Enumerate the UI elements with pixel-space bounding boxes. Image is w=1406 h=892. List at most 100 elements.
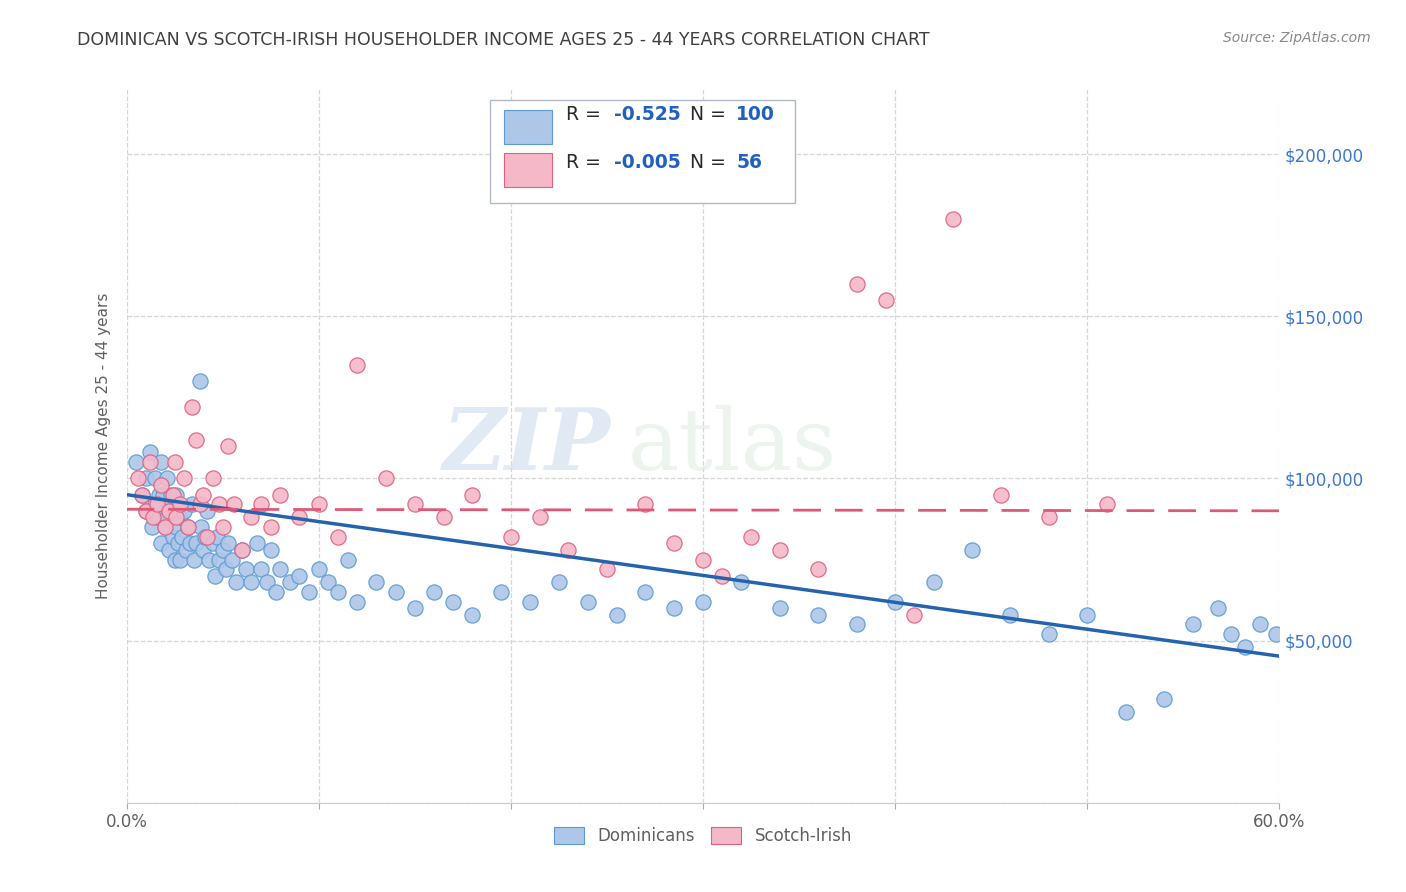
Point — [519, 595, 541, 609]
Point — [960, 542, 983, 557]
Point — [1000, 607, 1022, 622]
Point — [807, 607, 830, 622]
Point — [606, 607, 628, 622]
Point — [288, 510, 311, 524]
Point — [217, 439, 239, 453]
Point — [441, 595, 464, 609]
Point — [922, 575, 945, 590]
Point — [557, 542, 579, 557]
Point — [576, 595, 599, 609]
Point — [221, 552, 243, 566]
Point — [548, 575, 571, 590]
Point — [374, 471, 398, 485]
Text: -0.525: -0.525 — [614, 104, 681, 124]
FancyBboxPatch shape — [503, 110, 553, 145]
Point — [308, 562, 330, 576]
Point — [146, 497, 169, 511]
Point — [366, 575, 388, 590]
Point — [692, 552, 714, 566]
Point — [1038, 627, 1060, 641]
Point — [194, 530, 217, 544]
Point — [336, 552, 359, 566]
Text: 100: 100 — [737, 104, 775, 124]
Point — [180, 497, 202, 511]
Point — [138, 455, 160, 469]
Text: N =: N = — [690, 153, 725, 172]
Point — [423, 585, 446, 599]
Point — [163, 552, 186, 566]
Point — [163, 455, 186, 469]
Y-axis label: Householder Income Ages 25 - 44 years: Householder Income Ages 25 - 44 years — [96, 293, 111, 599]
FancyBboxPatch shape — [489, 100, 796, 203]
Point — [318, 575, 340, 590]
Point — [217, 536, 239, 550]
Point — [193, 488, 215, 502]
Point — [141, 520, 163, 534]
Point — [845, 617, 868, 632]
Point — [903, 607, 925, 622]
Point — [384, 585, 406, 599]
Point — [845, 277, 868, 291]
Point — [166, 488, 188, 502]
Point — [211, 542, 233, 557]
Point — [240, 575, 263, 590]
Point — [173, 504, 195, 518]
Point — [1076, 607, 1098, 622]
Point — [769, 601, 792, 615]
Point — [491, 585, 513, 599]
Point — [231, 542, 253, 557]
Point — [177, 520, 200, 534]
Point — [205, 530, 228, 544]
Point — [163, 504, 186, 518]
Point — [169, 497, 191, 511]
Point — [596, 562, 619, 576]
Point — [634, 497, 657, 511]
Point — [269, 562, 291, 576]
Point — [1220, 627, 1243, 641]
Point — [135, 471, 157, 485]
FancyBboxPatch shape — [503, 153, 553, 187]
Point — [346, 595, 368, 609]
Point — [461, 488, 484, 502]
Point — [156, 510, 179, 524]
Point — [145, 497, 166, 511]
Point — [288, 568, 311, 582]
Text: ZIP: ZIP — [443, 404, 610, 488]
Point — [990, 488, 1012, 502]
Point — [278, 575, 301, 590]
Point — [240, 510, 263, 524]
Point — [202, 536, 225, 550]
Point — [131, 488, 153, 502]
Point — [193, 542, 215, 557]
Point — [692, 595, 714, 609]
Point — [404, 601, 426, 615]
Point — [150, 536, 173, 550]
Point — [145, 471, 166, 485]
Point — [195, 504, 218, 518]
Point — [259, 520, 281, 534]
Point — [215, 562, 238, 576]
Point — [188, 497, 211, 511]
Point — [942, 211, 965, 226]
Point — [769, 542, 792, 557]
Point — [875, 293, 897, 307]
Point — [183, 552, 205, 566]
Point — [125, 455, 148, 469]
Point — [162, 530, 184, 544]
Point — [1153, 692, 1175, 706]
Point — [269, 488, 291, 502]
Point — [634, 585, 657, 599]
Point — [529, 510, 551, 524]
Point — [1206, 601, 1229, 615]
Point — [208, 552, 231, 566]
Point — [1038, 510, 1060, 524]
Point — [159, 488, 181, 502]
Point — [308, 497, 330, 511]
Point — [256, 575, 278, 590]
Point — [1115, 705, 1137, 719]
Point — [146, 510, 169, 524]
Point — [326, 530, 349, 544]
Point — [224, 497, 246, 511]
Point — [157, 542, 180, 557]
Point — [740, 530, 762, 544]
